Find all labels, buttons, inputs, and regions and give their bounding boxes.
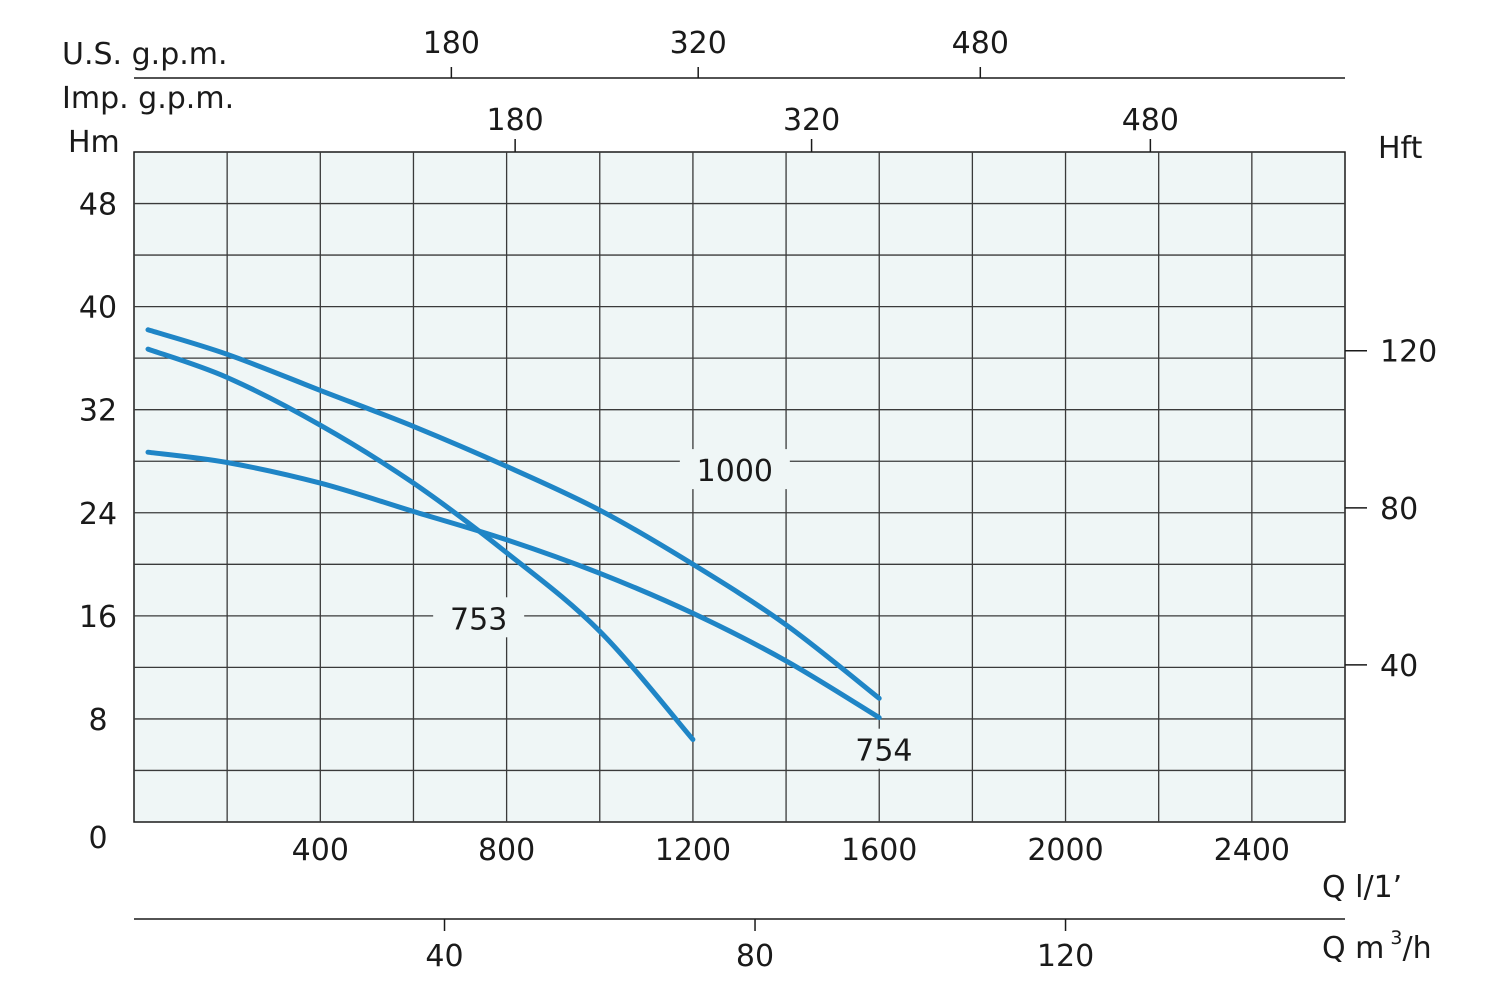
x-tick-label: 1600 — [841, 833, 917, 868]
curve-label-1000: 1000 — [697, 454, 773, 489]
x-tick-label: 800 — [478, 833, 535, 868]
curve-753 — [145, 346, 696, 742]
x-tick-label: 2400 — [1214, 833, 1290, 868]
us-gpm-tick-label: 320 — [670, 26, 727, 61]
us-gpm-tick-label: 480 — [952, 26, 1009, 61]
x-tick-label: 400 — [292, 833, 349, 868]
curve-label-754: 754 — [855, 734, 912, 769]
curve-label-753: 753 — [450, 602, 507, 637]
y-tick-label: 32 — [79, 394, 117, 429]
imp-gpm-tick-label: 320 — [783, 103, 840, 138]
m3h-tick-label: 120 — [1037, 939, 1094, 974]
y-tick-label: 48 — [79, 188, 117, 223]
curves — [145, 327, 882, 742]
y-right-tick-label: 40 — [1380, 649, 1418, 684]
x-tick-label: 2000 — [1027, 833, 1103, 868]
m3h-tick-label: 80 — [736, 939, 774, 974]
curve-label-backgrounds — [433, 449, 930, 769]
m3h-unit-main: Q m — [1322, 931, 1384, 966]
m3h-unit-tail: /h — [1402, 931, 1431, 966]
bottom-axes — [134, 918, 1345, 931]
y-tick-label: 8 — [88, 703, 107, 738]
m3h-unit-sup: 3 — [1390, 927, 1402, 949]
imp-gpm-tick-label: 180 — [487, 103, 544, 138]
x-tick-label: 1200 — [655, 833, 731, 868]
y-tick-label: 16 — [79, 600, 117, 635]
curve-1000 — [145, 327, 882, 701]
tick-labels: 400 800 1200 1600 2000 2400816243240484080120… — [79, 26, 1437, 974]
us-gpm-unit: U.S. g.p.m. — [62, 37, 228, 72]
y-tick-label: 40 — [79, 291, 117, 326]
y-right-tick-label: 120 — [1380, 335, 1437, 370]
y-right-tick-label: 80 — [1380, 492, 1418, 527]
curve-label-bg — [433, 597, 525, 638]
m3h-unit: Q m 3/h — [1322, 927, 1432, 966]
imp-gpm-tick-label: 480 — [1122, 103, 1179, 138]
us-gpm-tick-label: 180 — [423, 26, 480, 61]
curve-label-bg — [679, 449, 790, 490]
x-unit: Q l/1’ — [1322, 870, 1402, 905]
curve-754 — [145, 449, 882, 721]
top-axes — [134, 67, 1345, 152]
y-right-unit: Hft — [1378, 131, 1423, 166]
y-tick-label: 24 — [79, 497, 117, 532]
curve-label-bg — [838, 728, 930, 769]
y-zero-label: 0 — [88, 821, 107, 856]
y-left-unit: Hm — [68, 125, 120, 160]
imp-gpm-unit: Imp. g.p.m. — [62, 81, 234, 116]
m3h-tick-label: 40 — [425, 939, 463, 974]
